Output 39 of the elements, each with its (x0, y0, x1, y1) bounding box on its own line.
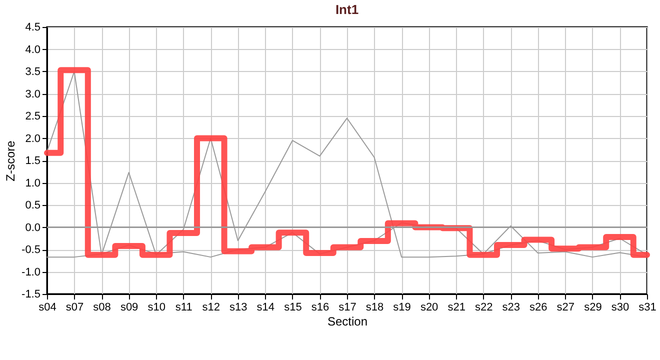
x-tick-label: s16 (311, 302, 330, 314)
x-tick-label: s11 (175, 302, 192, 314)
x-tick-label: s12 (202, 302, 220, 314)
y-axis-title: Z-score (4, 140, 18, 182)
y-tick-label: -1.5 (22, 288, 40, 300)
x-tick-label: s17 (338, 302, 356, 314)
x-tick-label: s13 (230, 302, 248, 314)
y-tick-label: -1.0 (22, 266, 40, 278)
x-tick-label: s20 (420, 302, 438, 314)
x-axis-title: Section (327, 314, 368, 328)
y-tick-label: 2.5 (25, 110, 40, 122)
y-tick-label: 0.5 (25, 200, 40, 212)
y-tick-label: 1.5 (25, 155, 40, 167)
x-tick-label: s14 (256, 302, 275, 314)
x-tick-label: s27 (556, 302, 575, 314)
x-tick-label: s29 (584, 302, 602, 314)
x-tick-label: s30 (611, 302, 630, 314)
y-tick-label: 4.0 (25, 44, 40, 56)
x-tick-label: s31 (638, 302, 656, 314)
x-tick-label: s22 (474, 302, 493, 314)
y-tick-label: 1.0 (25, 177, 40, 190)
y-tick-label: 2.0 (25, 132, 40, 145)
x-tick-label: s18 (366, 302, 384, 314)
x-tick-label: s26 (530, 302, 548, 314)
y-tick-label: 3.5 (25, 66, 40, 78)
x-tick-label: s19 (393, 302, 411, 314)
x-tick-label: s21 (448, 302, 466, 314)
y-tick-label: 3.0 (25, 88, 40, 100)
x-tick-label: s15 (284, 302, 302, 314)
x-tick-label: s04 (38, 302, 56, 314)
x-tick-label: s09 (120, 302, 138, 314)
y-tick-label: -0.5 (22, 244, 40, 256)
y-tick-label: 4.5 (25, 22, 40, 34)
y-tick-label: 0.0 (25, 222, 40, 234)
x-tick-label: s23 (502, 302, 520, 314)
chart-title: Int1 (335, 2, 359, 17)
x-tick-label: s10 (148, 302, 166, 314)
x-tick-label: s08 (93, 302, 111, 314)
x-tick-label: s07 (66, 302, 84, 314)
